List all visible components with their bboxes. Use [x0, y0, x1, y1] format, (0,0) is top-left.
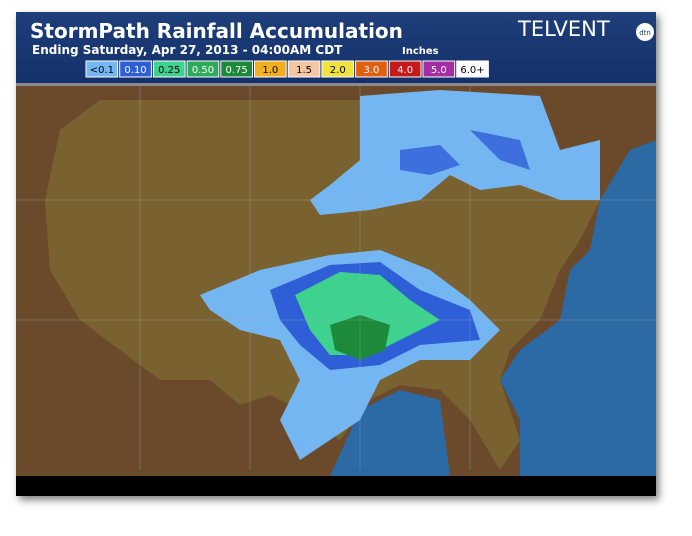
footer-bar: [16, 476, 656, 496]
legend-label: 5.0: [431, 65, 447, 76]
legend-swatch: [119, 60, 152, 78]
legend-swatch: [456, 60, 489, 78]
header-rule: [16, 83, 656, 86]
legend-swatch: [422, 60, 456, 78]
rain-north-blue: [400, 130, 530, 175]
legend-label: 0.75: [226, 65, 248, 76]
legend-label: 6.0+: [460, 65, 484, 76]
legend-label: 0.10: [124, 65, 146, 76]
legend-swatch: [388, 60, 422, 78]
legend-label: 0.25: [158, 65, 180, 76]
legend-swatch: [186, 60, 220, 78]
legend-swatch: [287, 60, 321, 78]
legend-label: 4.0: [397, 65, 413, 76]
rain-north: [310, 90, 600, 215]
legend-swatch: [321, 60, 355, 78]
legend-label: 1.5: [296, 65, 312, 76]
legend-label: 0.50: [192, 65, 214, 76]
brand-badge: dtn: [639, 29, 651, 37]
map: [16, 86, 656, 476]
subtitle: Ending Saturday, Apr 27, 2013 - 04:00AM …: [32, 43, 343, 57]
graticule: [16, 86, 656, 470]
units: Inches: [402, 46, 439, 57]
legend-swatch: [355, 60, 388, 78]
legend-swatch: [152, 60, 186, 78]
legend-label: <0.1: [90, 65, 114, 76]
brand-name: TELVENT: [517, 17, 610, 41]
legend-swatch: [85, 60, 119, 78]
legend-label: 2.0: [330, 65, 346, 76]
brand-badge-bg: [636, 23, 654, 41]
legend-swatch: [220, 60, 254, 78]
legend-label: 1.0: [262, 65, 278, 76]
legend-swatch: [254, 60, 287, 78]
rain-green: [295, 272, 440, 355]
title: StormPath Rainfall Accumulation: [30, 19, 403, 43]
legend-label: 3.0: [363, 65, 379, 76]
legend: <0.1 0.10 0.25 0.50 0.75 1.0 1.5 2.0 3.0 4.0 5.0 6.…: [85, 60, 489, 78]
